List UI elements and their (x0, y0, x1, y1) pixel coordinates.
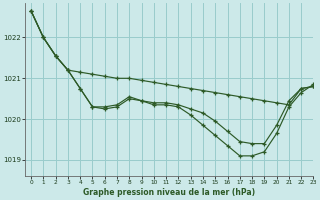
X-axis label: Graphe pression niveau de la mer (hPa): Graphe pression niveau de la mer (hPa) (83, 188, 255, 197)
